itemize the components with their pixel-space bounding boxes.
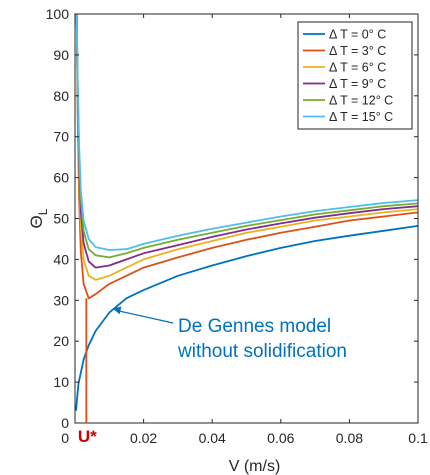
- y-tick-label: 50: [53, 211, 69, 227]
- legend-label: Δ T = 0° C: [329, 28, 386, 42]
- legend-label: Δ T = 12° C: [329, 94, 393, 108]
- annotation-line-1: De Gennes model: [178, 316, 331, 337]
- y-axis-label: ΘL: [27, 208, 50, 228]
- series-line-5: [75, 14, 418, 251]
- y-tick-label: 100: [46, 6, 70, 22]
- x-tick-label-origin: 0: [61, 430, 69, 446]
- legend-box: [297, 21, 413, 130]
- plot-lines: [75, 14, 418, 411]
- x-tick-label: 0.04: [199, 430, 226, 446]
- annotation-line-2: without solidification: [177, 341, 347, 362]
- x-tick-label: 0.1: [408, 430, 428, 446]
- axis-ticks: 0 10 20 30 40 50 60 70 80 90 100 0 0.02 0.04 0.06 0.08 0…: [46, 6, 428, 446]
- y-tick-label: 60: [53, 170, 69, 186]
- y-label-subscript: L: [36, 208, 50, 215]
- series-line-2: [75, 14, 418, 281]
- series-line-1: [75, 14, 418, 300]
- u-star-label: U*: [78, 427, 97, 446]
- y-axis-label-text: ΘL: [27, 208, 50, 228]
- y-tick-label: 10: [53, 374, 69, 390]
- x-tick-label: 0.06: [267, 430, 294, 446]
- annotation: De Gennes model without solidification: [112, 306, 347, 362]
- x-tick-label: 0.08: [336, 430, 363, 446]
- u-star-marker: U*: [78, 298, 97, 446]
- x-tick-label: 0.02: [130, 430, 157, 446]
- y-tick-label: 0: [61, 415, 69, 431]
- y-tick-label: 20: [53, 333, 69, 349]
- legend-label: Δ T = 6° C: [329, 61, 386, 75]
- annotation-arrowhead: [112, 306, 122, 315]
- y-tick-label: 30: [53, 292, 69, 308]
- x-axis-label: V (m/s): [229, 458, 281, 475]
- y-tick-label: 80: [53, 88, 69, 104]
- y-tick-label: 90: [53, 47, 69, 63]
- y-tick-label: 40: [53, 251, 69, 267]
- y-tick-label: 70: [53, 129, 69, 145]
- y-label-main: Θ: [27, 215, 46, 228]
- legend: Δ T = 0° C Δ T = 3° C Δ T = 6° C Δ T = 9° C…: [297, 21, 413, 130]
- legend-label: Δ T = 15° C: [329, 110, 393, 124]
- legend-label: Δ T = 3° C: [329, 44, 386, 58]
- annotation-arrow: [116, 309, 174, 324]
- legend-label: Δ T = 9° C: [329, 77, 386, 91]
